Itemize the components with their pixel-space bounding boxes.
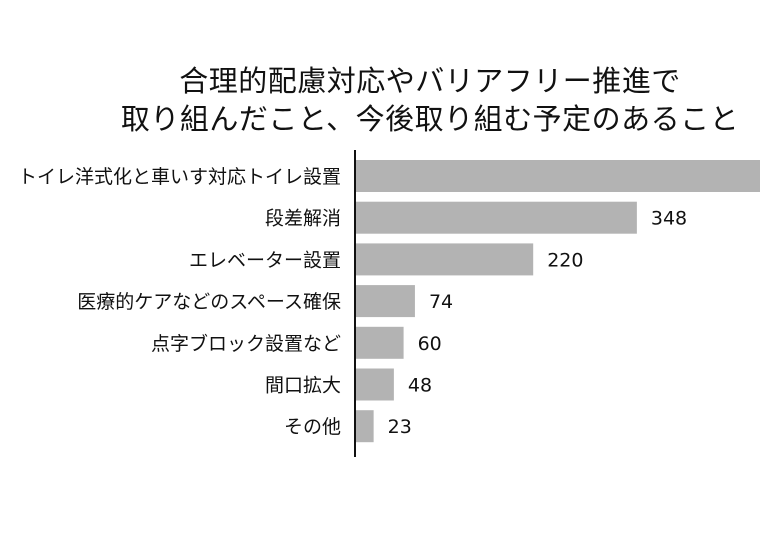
category-label-4: 点字ブロック設置など — [151, 332, 341, 355]
value-label-5: 48 — [408, 375, 432, 397]
category-label-6: その他 — [284, 416, 341, 438]
category-label-0: トイレ洋式化と車いす対応トイレ設置 — [18, 166, 341, 188]
category-label-2: エレベーター設置 — [189, 249, 341, 271]
category-label-3: 医療的ケアなどのスペース確保 — [77, 291, 341, 313]
value-label-2: 220 — [547, 249, 583, 271]
value-label-4: 60 — [418, 333, 442, 355]
chart-title-line-2: 取り組んだこと、今後取り組む予定のあること — [120, 102, 740, 136]
bar-3 — [355, 285, 415, 318]
chart-title: 合理的配慮対応やバリアフリー推進で 取り組んだこと、今後取り組む予定のあること — [0, 62, 780, 138]
bar-1 — [355, 201, 637, 234]
bar-0 — [355, 160, 760, 192]
value-label-6: 23 — [388, 416, 412, 438]
bar-6 — [355, 410, 374, 443]
category-label-1: 段差解消 — [265, 208, 341, 230]
category-label-5: 間口拡大 — [265, 375, 341, 397]
value-label-1: 348 — [651, 208, 687, 230]
bar-5 — [355, 368, 394, 401]
bar-4 — [355, 326, 404, 359]
chart-title-line-1: 合理的配慮対応やバリアフリー推進で — [179, 64, 681, 98]
bar-2 — [355, 243, 534, 276]
value-label-3: 74 — [429, 291, 453, 313]
